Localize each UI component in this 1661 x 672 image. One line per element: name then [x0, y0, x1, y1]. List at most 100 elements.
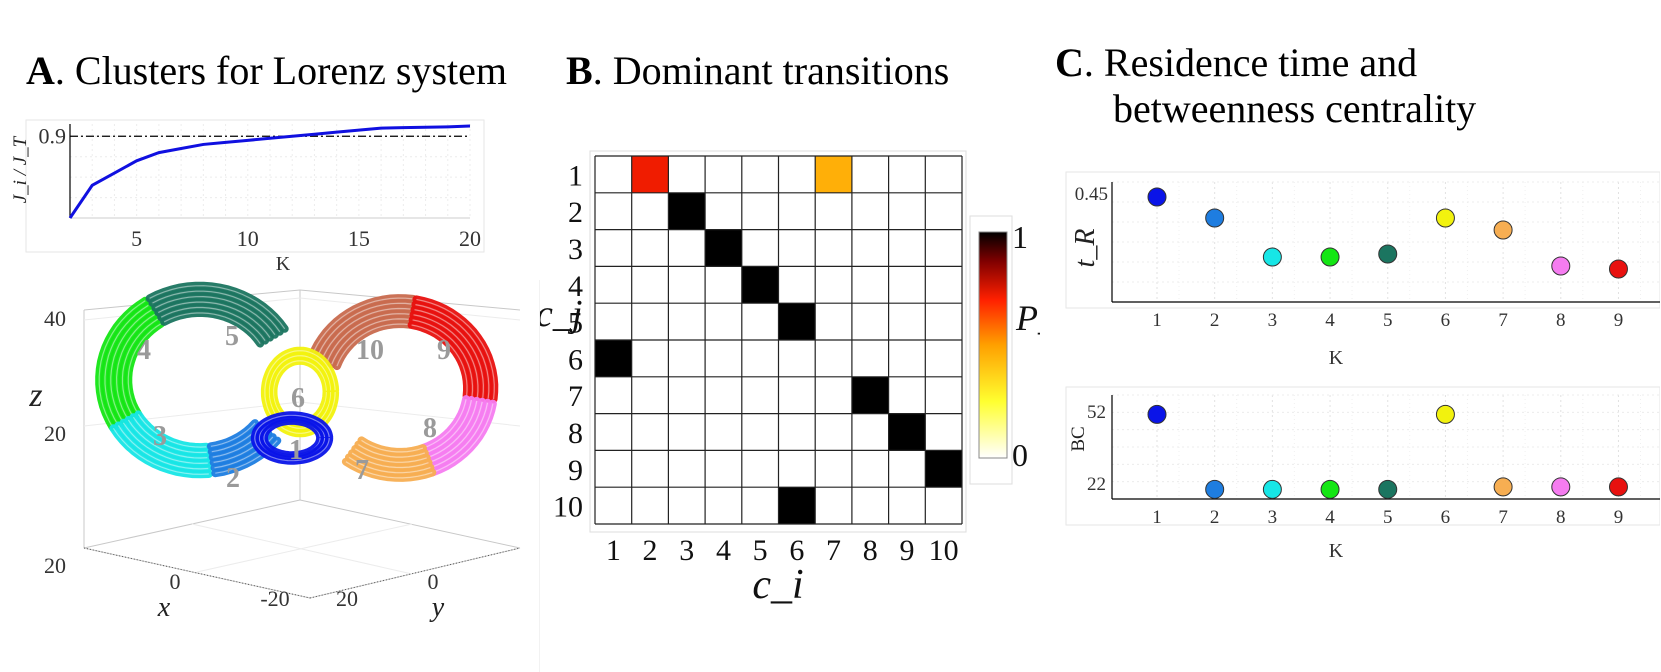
betweenness-point-9 — [1608, 477, 1628, 497]
convergence-chart: 0.9 5 10 15 20 K J_i / J_T — [10, 119, 485, 275]
colorbar-tick-max: 1 — [1012, 219, 1028, 255]
residence-point-3 — [1262, 247, 1282, 267]
convergence-series-line — [68, 124, 471, 219]
residence-ytick: 0.45 — [1075, 184, 1108, 205]
matrix-cell-4-5 — [741, 266, 779, 304]
lorenz-cluster-label-9: 9 — [437, 335, 451, 366]
colorbar-label: P_ij — [1015, 298, 1040, 338]
matrix-cell-1-2 — [631, 156, 669, 193]
lorenz-floor-ticks — [83, 547, 521, 599]
lorenz-cluster-wings — [95, 281, 499, 482]
matrix-col-label-10: 10 — [929, 534, 959, 567]
betweenness-point-1 — [1147, 404, 1167, 424]
matrix-cells — [595, 156, 962, 524]
panel-c-title: C. Residence time and — [1055, 40, 1417, 86]
matrix-column-labels: 1 2 3 4 5 6 7 8 9 10 — [606, 534, 959, 567]
matrix-cell-2-3 — [668, 192, 706, 230]
residence-point-8 — [1551, 256, 1571, 276]
residence-point-4 — [1320, 247, 1340, 267]
lorenz-zlabel: z — [28, 377, 42, 414]
panel-c-title-line1: . Residence time and — [1083, 40, 1418, 85]
matrix-col-label-9: 9 — [899, 534, 914, 567]
lorenz-ztick-20: 20 — [44, 421, 66, 446]
betweenness-xlabel: K — [1329, 540, 1344, 562]
matrix-cell-6-1 — [595, 340, 632, 377]
residence-xtick-8: 8 — [1556, 310, 1566, 331]
matrix-cell-8-9 — [888, 413, 926, 451]
lorenz-cluster-label-4: 4 — [137, 335, 151, 366]
panel-c-letter: C — [1055, 40, 1084, 85]
betweenness-xtick-8: 8 — [1556, 507, 1566, 528]
residence-points — [1147, 187, 1628, 279]
lorenz-cluster-label-7: 7 — [355, 455, 369, 486]
residence-point-2 — [1205, 208, 1225, 228]
betweenness-ylabel: BC — [1068, 426, 1089, 451]
lorenz-cluster-label-8: 8 — [423, 413, 437, 444]
convergence-xtick-20: 20 — [459, 226, 481, 251]
lorenz-xtick-20: 20 — [44, 553, 66, 578]
betweenness-xtick-5: 5 — [1383, 507, 1393, 528]
residence-point-6 — [1435, 208, 1455, 228]
panel-b-letter: B — [566, 48, 593, 93]
matrix-col-label-6: 6 — [789, 534, 804, 567]
lorenz-xlabel: x — [157, 592, 171, 623]
residence-point-1 — [1147, 187, 1167, 207]
lorenz-cluster-4 — [95, 296, 165, 432]
residence-point-7 — [1493, 220, 1513, 240]
convergence-ytick-label: 0.9 — [39, 123, 67, 148]
matrix-col-label-1: 1 — [606, 534, 621, 567]
lorenz-cluster-label-10: 10 — [356, 335, 384, 366]
lorenz-cluster-label-1: 1 — [289, 435, 303, 466]
lorenz-ztick-40: 40 — [44, 306, 66, 331]
lorenz-cluster-10 — [307, 294, 417, 371]
convergence-xlabel: K — [276, 253, 291, 275]
betweenness-xtick-7: 7 — [1498, 507, 1508, 528]
lorenz-cluster-7 — [341, 436, 437, 482]
matrix-row-labels: 1 2 3 4 56 7 8 9 10 — [553, 159, 583, 523]
lorenz-cluster-5 — [145, 281, 289, 348]
betweenness-xtick-1: 1 — [1152, 507, 1162, 528]
betweenness-point-8 — [1551, 477, 1571, 497]
matrix-col-label-7: 7 — [826, 534, 841, 567]
matrix-grid — [594, 155, 963, 525]
matrix-row-label-2: 2 — [568, 196, 583, 229]
convergence-xtick-5: 5 — [131, 226, 142, 251]
residence-xtick-3: 3 — [1268, 310, 1278, 331]
panel-a-title-text: . Clusters for Lorenz system — [54, 48, 508, 93]
betweenness-point-6 — [1435, 404, 1455, 424]
residence-xlabel: K — [1329, 347, 1344, 369]
lorenz-cluster-label-5: 5 — [225, 321, 239, 352]
lorenz-cluster-labels: 1 2 3 4 5 6 7 8 9 10 — [137, 321, 451, 494]
colorbar — [978, 231, 1008, 459]
matrix-row-label-7: 7 — [568, 380, 583, 413]
lorenz-xtick-0: 0 — [170, 569, 181, 594]
matrix-col-label-5: 5 — [753, 534, 768, 567]
convergence-xtick-labels: 5 10 15 20 — [131, 226, 481, 251]
lorenz-cluster-label-3: 3 — [153, 421, 167, 452]
matrix-ylabel: c_j — [540, 293, 582, 335]
matrix-col-label-3: 3 — [679, 534, 694, 567]
panel-b-title: B. Dominant transitions — [566, 48, 949, 94]
matrix-cell-9-10 — [925, 450, 962, 488]
lorenz-ylabel: y — [429, 592, 445, 623]
lorenz-cluster-3 — [109, 410, 213, 479]
matrix-col-label-8: 8 — [863, 534, 878, 567]
matrix-row-label-6: 6 — [568, 343, 583, 376]
lorenz-attractor-plot: 1 2 3 4 5 6 7 8 9 10 40 20 z 20 0 -20 x 0 20 y — [28, 280, 540, 672]
betweenness-xtick-4: 4 — [1325, 507, 1335, 528]
betweenness-xtick-2: 2 — [1210, 507, 1220, 528]
betweenness-point-2 — [1205, 479, 1225, 499]
betweenness-grid — [1112, 394, 1660, 499]
betweenness-xtick-3: 3 — [1268, 507, 1278, 528]
matrix-cell-3-4 — [705, 229, 742, 267]
matrix-cell-1-7 — [815, 156, 852, 193]
panel-c-title-second-line: betweenness centrality — [1113, 86, 1476, 132]
matrix-col-label-2: 2 — [643, 534, 658, 567]
colorbar-tick-min: 0 — [1012, 437, 1028, 473]
betweenness-ytick-52: 52 — [1087, 402, 1106, 423]
